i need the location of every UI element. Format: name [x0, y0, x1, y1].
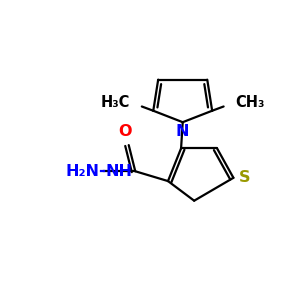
Text: NH: NH: [106, 164, 133, 179]
Text: H₂N: H₂N: [65, 164, 99, 179]
Text: S: S: [239, 170, 251, 185]
Text: H₃C: H₃C: [101, 95, 130, 110]
Text: N: N: [176, 124, 190, 139]
Text: CH₃: CH₃: [235, 95, 264, 110]
Text: O: O: [119, 124, 132, 139]
